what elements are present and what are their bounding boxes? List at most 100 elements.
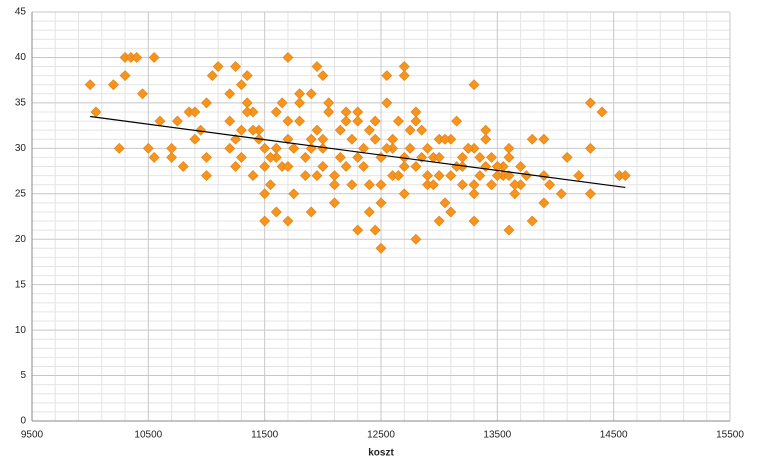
point <box>457 179 468 191</box>
point <box>375 197 387 209</box>
point <box>352 224 364 236</box>
point <box>480 133 492 145</box>
point <box>212 61 224 72</box>
point <box>404 124 416 136</box>
point <box>439 133 451 145</box>
point <box>503 142 515 154</box>
point <box>486 151 497 163</box>
point <box>363 179 375 191</box>
point <box>480 124 492 136</box>
point <box>363 124 375 136</box>
x-tick-label: 14500 <box>600 430 628 441</box>
point <box>154 115 166 127</box>
point <box>468 188 480 200</box>
point <box>288 188 300 200</box>
point <box>108 79 119 91</box>
point <box>451 115 463 127</box>
point <box>526 215 538 227</box>
point <box>544 179 556 191</box>
point <box>323 97 335 109</box>
point <box>195 124 207 136</box>
point <box>201 151 212 163</box>
x-axis-label: koszt <box>368 448 394 459</box>
point <box>311 124 323 136</box>
point <box>299 151 311 163</box>
trend-line <box>90 115 626 189</box>
point <box>445 170 457 182</box>
point <box>334 151 346 163</box>
point <box>265 151 276 163</box>
point <box>369 133 381 145</box>
point <box>177 161 189 172</box>
point <box>445 206 457 218</box>
point <box>503 170 515 182</box>
point <box>311 170 323 182</box>
point <box>584 97 596 109</box>
point <box>259 142 271 154</box>
point <box>352 106 364 118</box>
point <box>201 97 212 109</box>
point <box>142 142 154 154</box>
point <box>276 97 288 109</box>
point <box>166 142 178 154</box>
point <box>538 197 550 209</box>
point <box>270 142 282 154</box>
point <box>398 161 410 172</box>
point <box>393 170 404 182</box>
point <box>468 215 480 227</box>
point <box>282 161 294 172</box>
point <box>294 88 305 100</box>
point <box>148 52 160 63</box>
point <box>317 133 329 145</box>
point <box>329 179 340 191</box>
point <box>230 61 242 72</box>
point <box>515 161 527 172</box>
point <box>439 197 451 209</box>
point <box>340 106 352 118</box>
point <box>427 179 439 191</box>
point <box>282 52 294 63</box>
point <box>323 106 335 118</box>
point <box>235 124 247 136</box>
x-tick-label: 12500 <box>367 430 395 441</box>
point <box>299 170 311 182</box>
point <box>451 161 463 172</box>
point <box>468 79 480 91</box>
y-tick-label: 10 <box>15 325 27 336</box>
point <box>305 133 317 145</box>
point <box>410 106 422 118</box>
y-tick-label: 35 <box>15 98 27 109</box>
point <box>230 133 242 145</box>
point <box>526 133 538 145</box>
y-tick-label: 25 <box>15 188 27 199</box>
point <box>468 179 480 191</box>
point <box>584 142 596 154</box>
point <box>474 151 486 163</box>
point <box>259 188 271 200</box>
point <box>270 206 282 218</box>
point <box>538 170 550 182</box>
x-tick-label: 10500 <box>134 430 162 441</box>
point <box>619 170 631 182</box>
point <box>288 142 300 154</box>
point <box>90 106 102 118</box>
point <box>305 88 317 100</box>
y-tick-label: 20 <box>15 234 27 245</box>
point <box>113 142 125 154</box>
point <box>352 151 364 163</box>
point <box>480 161 492 172</box>
point <box>433 215 445 227</box>
point <box>259 161 271 172</box>
y-tick-label: 40 <box>15 52 27 63</box>
point <box>311 61 323 72</box>
point <box>166 151 178 163</box>
point <box>294 115 305 127</box>
y-tick-label: 45 <box>15 7 27 18</box>
point <box>503 224 515 236</box>
point <box>270 106 282 118</box>
point <box>247 124 259 136</box>
point <box>474 170 486 182</box>
point <box>509 188 521 200</box>
point <box>282 133 294 145</box>
point <box>375 242 387 254</box>
